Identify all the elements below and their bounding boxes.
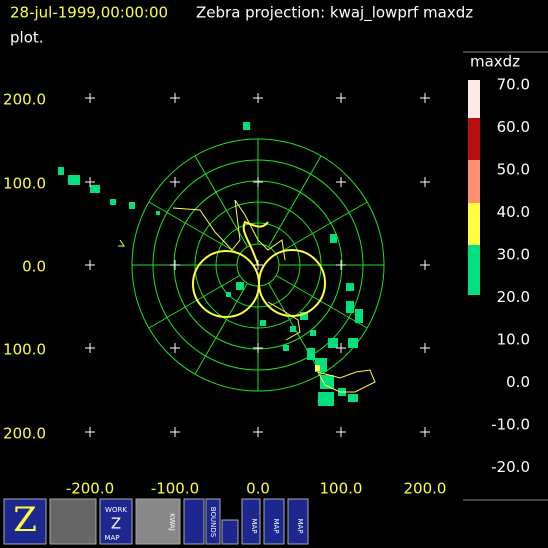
icon-label: BOUNDS (209, 507, 217, 538)
icon-label: MAP (296, 518, 304, 533)
colorbar (468, 80, 480, 295)
map-button[interactable] (263, 498, 285, 545)
colorbar-label: -20.0 (491, 458, 530, 476)
work-button[interactable] (99, 498, 133, 545)
colorbar-title: maxdz (470, 53, 520, 71)
echoes (58, 122, 363, 406)
zebra-button[interactable] (3, 498, 47, 545)
icon-label: Z (111, 515, 121, 533)
icon-label: MAP (250, 518, 258, 533)
spoke (148, 201, 241, 255)
icon-label: MAP (104, 534, 119, 542)
colorbar-label: 10.0 (497, 331, 530, 349)
spoke (268, 155, 322, 248)
colorbar-label: 50.0 (497, 161, 530, 179)
y-tick-label: 100.0 (3, 175, 46, 193)
coastline (118, 199, 376, 393)
kwaj-button[interactable] (135, 498, 181, 545)
spoke (194, 282, 248, 375)
y-tick-label: 200.0 (3, 425, 46, 443)
grid-button[interactable] (221, 519, 239, 545)
x-tick-label: 100.0 (320, 480, 363, 498)
colorbar-label: 60.0 (497, 118, 530, 136)
x-tick-label: 0.0 (246, 480, 270, 498)
image-button[interactable] (49, 498, 97, 545)
spoke (275, 201, 368, 255)
colorbar-label: -10.0 (491, 416, 530, 434)
colorbar-label: 40.0 (497, 203, 530, 221)
y-tick-label: 100.0 (3, 341, 46, 359)
colorbar-label: 70.0 (497, 76, 530, 94)
contours (192, 220, 326, 318)
x-tick-label: -100.0 (151, 480, 199, 498)
rings-button[interactable] (183, 498, 205, 545)
title: Zebra projection: kwaj_lowprf maxdz (196, 4, 473, 23)
y-tick-label: 200.0 (3, 91, 46, 109)
spokes (132, 139, 384, 391)
icon-label: MAP (272, 518, 280, 533)
colorbar-label: 0.0 (506, 373, 530, 391)
icon-label: KWAJ (168, 513, 176, 531)
toolbar: Z WORK Z MAP KWAJ BOUNDS MAP MAP MAP (3, 498, 309, 545)
x-tick-label: -200.0 (66, 480, 114, 498)
icon-label: WORK (105, 506, 127, 514)
colorbar-label: 20.0 (497, 288, 530, 306)
x-tick-label: 200.0 (404, 480, 447, 498)
spoke (275, 275, 368, 329)
y-tick-label: 0.0 (22, 258, 46, 276)
map-button[interactable] (241, 498, 261, 545)
colorbar-label: 30.0 (497, 246, 530, 264)
map-button[interactable] (287, 498, 309, 545)
title-cont: plot. (10, 29, 44, 47)
spoke (148, 275, 241, 329)
zebra-logo: Z (13, 500, 37, 540)
time-label: 28-jul-1999,00:00:00 (10, 4, 168, 22)
echo-strong (315, 365, 320, 371)
grid-plus (85, 93, 430, 437)
bounds-button[interactable] (205, 498, 221, 545)
